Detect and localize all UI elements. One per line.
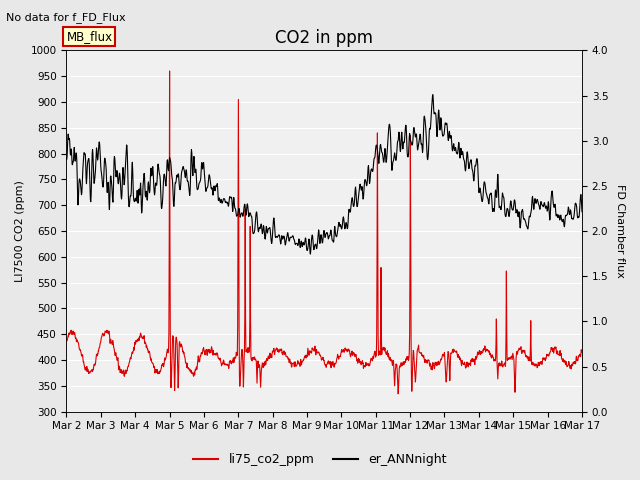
Y-axis label: LI7500 CO2 (ppm): LI7500 CO2 (ppm) [15,180,25,282]
Title: CO2 in ppm: CO2 in ppm [275,29,373,48]
Text: No data for f_FD_Flux: No data for f_FD_Flux [6,12,126,23]
Y-axis label: FD Chamber flux: FD Chamber flux [615,184,625,278]
Text: MB_flux: MB_flux [67,30,113,43]
Legend: li75_co2_ppm, er_ANNnight: li75_co2_ppm, er_ANNnight [188,448,452,471]
